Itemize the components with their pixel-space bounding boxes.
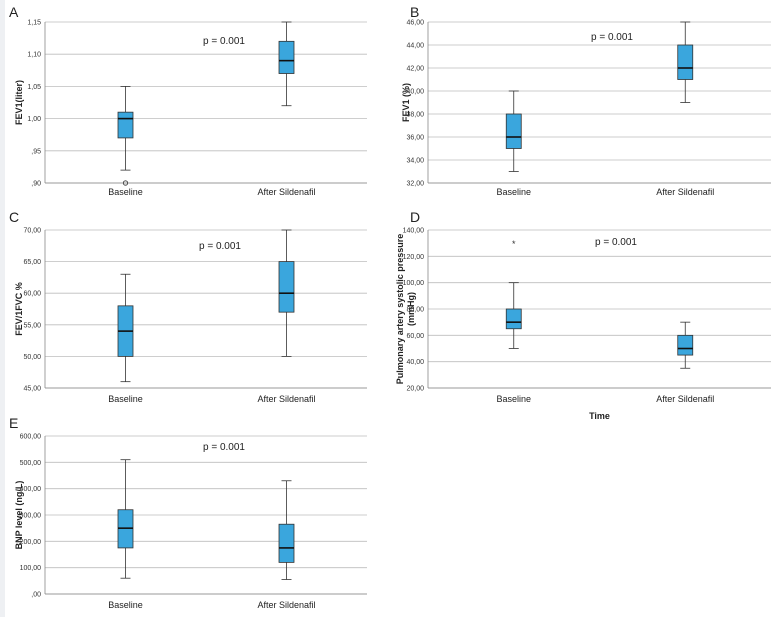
iqr-box	[677, 44, 694, 80]
extreme-marker: *	[512, 239, 516, 249]
y-axis-label: FEV/1FVC %	[14, 282, 24, 336]
y-axis-label: (mmHg)	[406, 292, 416, 326]
p-value-annotation: p = 0.001	[591, 32, 633, 43]
y-tick-label: 140,00	[403, 228, 425, 235]
iqr-box	[278, 523, 295, 563]
iqr-box	[505, 113, 522, 149]
p-value-annotation: p = 0.001	[203, 442, 245, 453]
iqr-box	[505, 308, 522, 330]
category-label: After Sildenafil	[656, 394, 714, 404]
category-label: Baseline	[496, 187, 531, 197]
y-tick-label: 42,00	[406, 66, 424, 73]
panel-letter-a: A	[9, 4, 19, 20]
figure-canvas: A ,90 ,95 1,00 1,05 1,10 1,15 FEV1(liter) p = 0.…	[5, 0, 771, 617]
p-value-annotation: p = 0.001	[595, 237, 637, 248]
y-tick-label: 50,00	[23, 354, 41, 361]
y-tick-label: 20,00	[406, 386, 424, 393]
y-tick-label: 1,05	[27, 84, 41, 91]
category-label: After Sildenafil	[257, 394, 315, 404]
panel-letter-c: C	[9, 209, 19, 225]
y-axis-label: BNP level (ng/L)	[14, 481, 24, 550]
y-tick-label: 60,00	[23, 291, 41, 298]
y-tick-label: 36,00	[406, 135, 424, 142]
y-tick-label: 400,00	[20, 486, 42, 493]
y-tick-label: 1,10	[27, 52, 41, 59]
y-tick-label: 40,00	[406, 89, 424, 96]
category-label: Baseline	[108, 600, 143, 610]
panel-letter-d: D	[410, 209, 420, 225]
y-tick-label: 55,00	[23, 322, 41, 329]
y-tick-label: 500,00	[20, 460, 42, 467]
iqr-box	[278, 40, 295, 74]
category-label: Baseline	[108, 187, 143, 197]
y-tick-label: 40,00	[406, 359, 424, 366]
y-tick-label: 80,00	[406, 307, 424, 314]
iqr-box	[117, 111, 134, 139]
panel-letter-e: E	[9, 415, 18, 431]
category-label: After Sildenafil	[656, 187, 714, 197]
y-tick-label: 1,15	[27, 20, 41, 27]
y-tick-label: 300,00	[20, 513, 42, 520]
p-value-annotation: p = 0.001	[203, 36, 245, 47]
y-tick-label: 38,00	[406, 112, 424, 119]
p-value-annotation: p = 0.001	[199, 241, 241, 252]
category-label: After Sildenafil	[257, 187, 315, 197]
y-tick-label: 45,00	[23, 386, 41, 393]
y-tick-label: 1,00	[27, 116, 41, 123]
y-tick-label: 60,00	[406, 333, 424, 340]
y-tick-label: 34,00	[406, 158, 424, 165]
boxplot-figure: A ,90 ,95 1,00 1,05 1,10 1,15 FEV1(liter) p = 0.…	[9, 4, 771, 610]
y-axis-label: FEV1(liter)	[14, 80, 24, 125]
panel-letter-b: B	[410, 4, 419, 20]
y-axis-label: Pulmonary artery systolic pressure	[395, 234, 405, 385]
category-label: Baseline	[496, 394, 531, 404]
y-tick-label: 70,00	[23, 228, 41, 235]
y-tick-label: 100,00	[403, 280, 425, 287]
y-tick-label: 100,00	[20, 565, 42, 572]
outlier-point	[122, 180, 129, 186]
iqr-box	[278, 261, 295, 313]
y-tick-label: 600,00	[20, 434, 42, 441]
y-tick-label: ,00	[31, 592, 41, 599]
iqr-box	[677, 334, 694, 356]
y-tick-label: 46,00	[406, 20, 424, 27]
y-tick-label: 65,00	[23, 259, 41, 266]
y-tick-label: 120,00	[403, 254, 425, 261]
category-label: Baseline	[108, 394, 143, 404]
y-tick-label: ,95	[31, 148, 41, 155]
category-label: After Sildenafil	[257, 600, 315, 610]
x-axis-label: Time	[589, 411, 610, 421]
y-tick-label: 44,00	[406, 43, 424, 50]
y-tick-label: 200,00	[20, 539, 42, 546]
y-tick-label: 32,00	[406, 181, 424, 188]
y-tick-label: ,90	[31, 181, 41, 188]
y-axis-label: FEV1 (%)	[401, 83, 411, 122]
